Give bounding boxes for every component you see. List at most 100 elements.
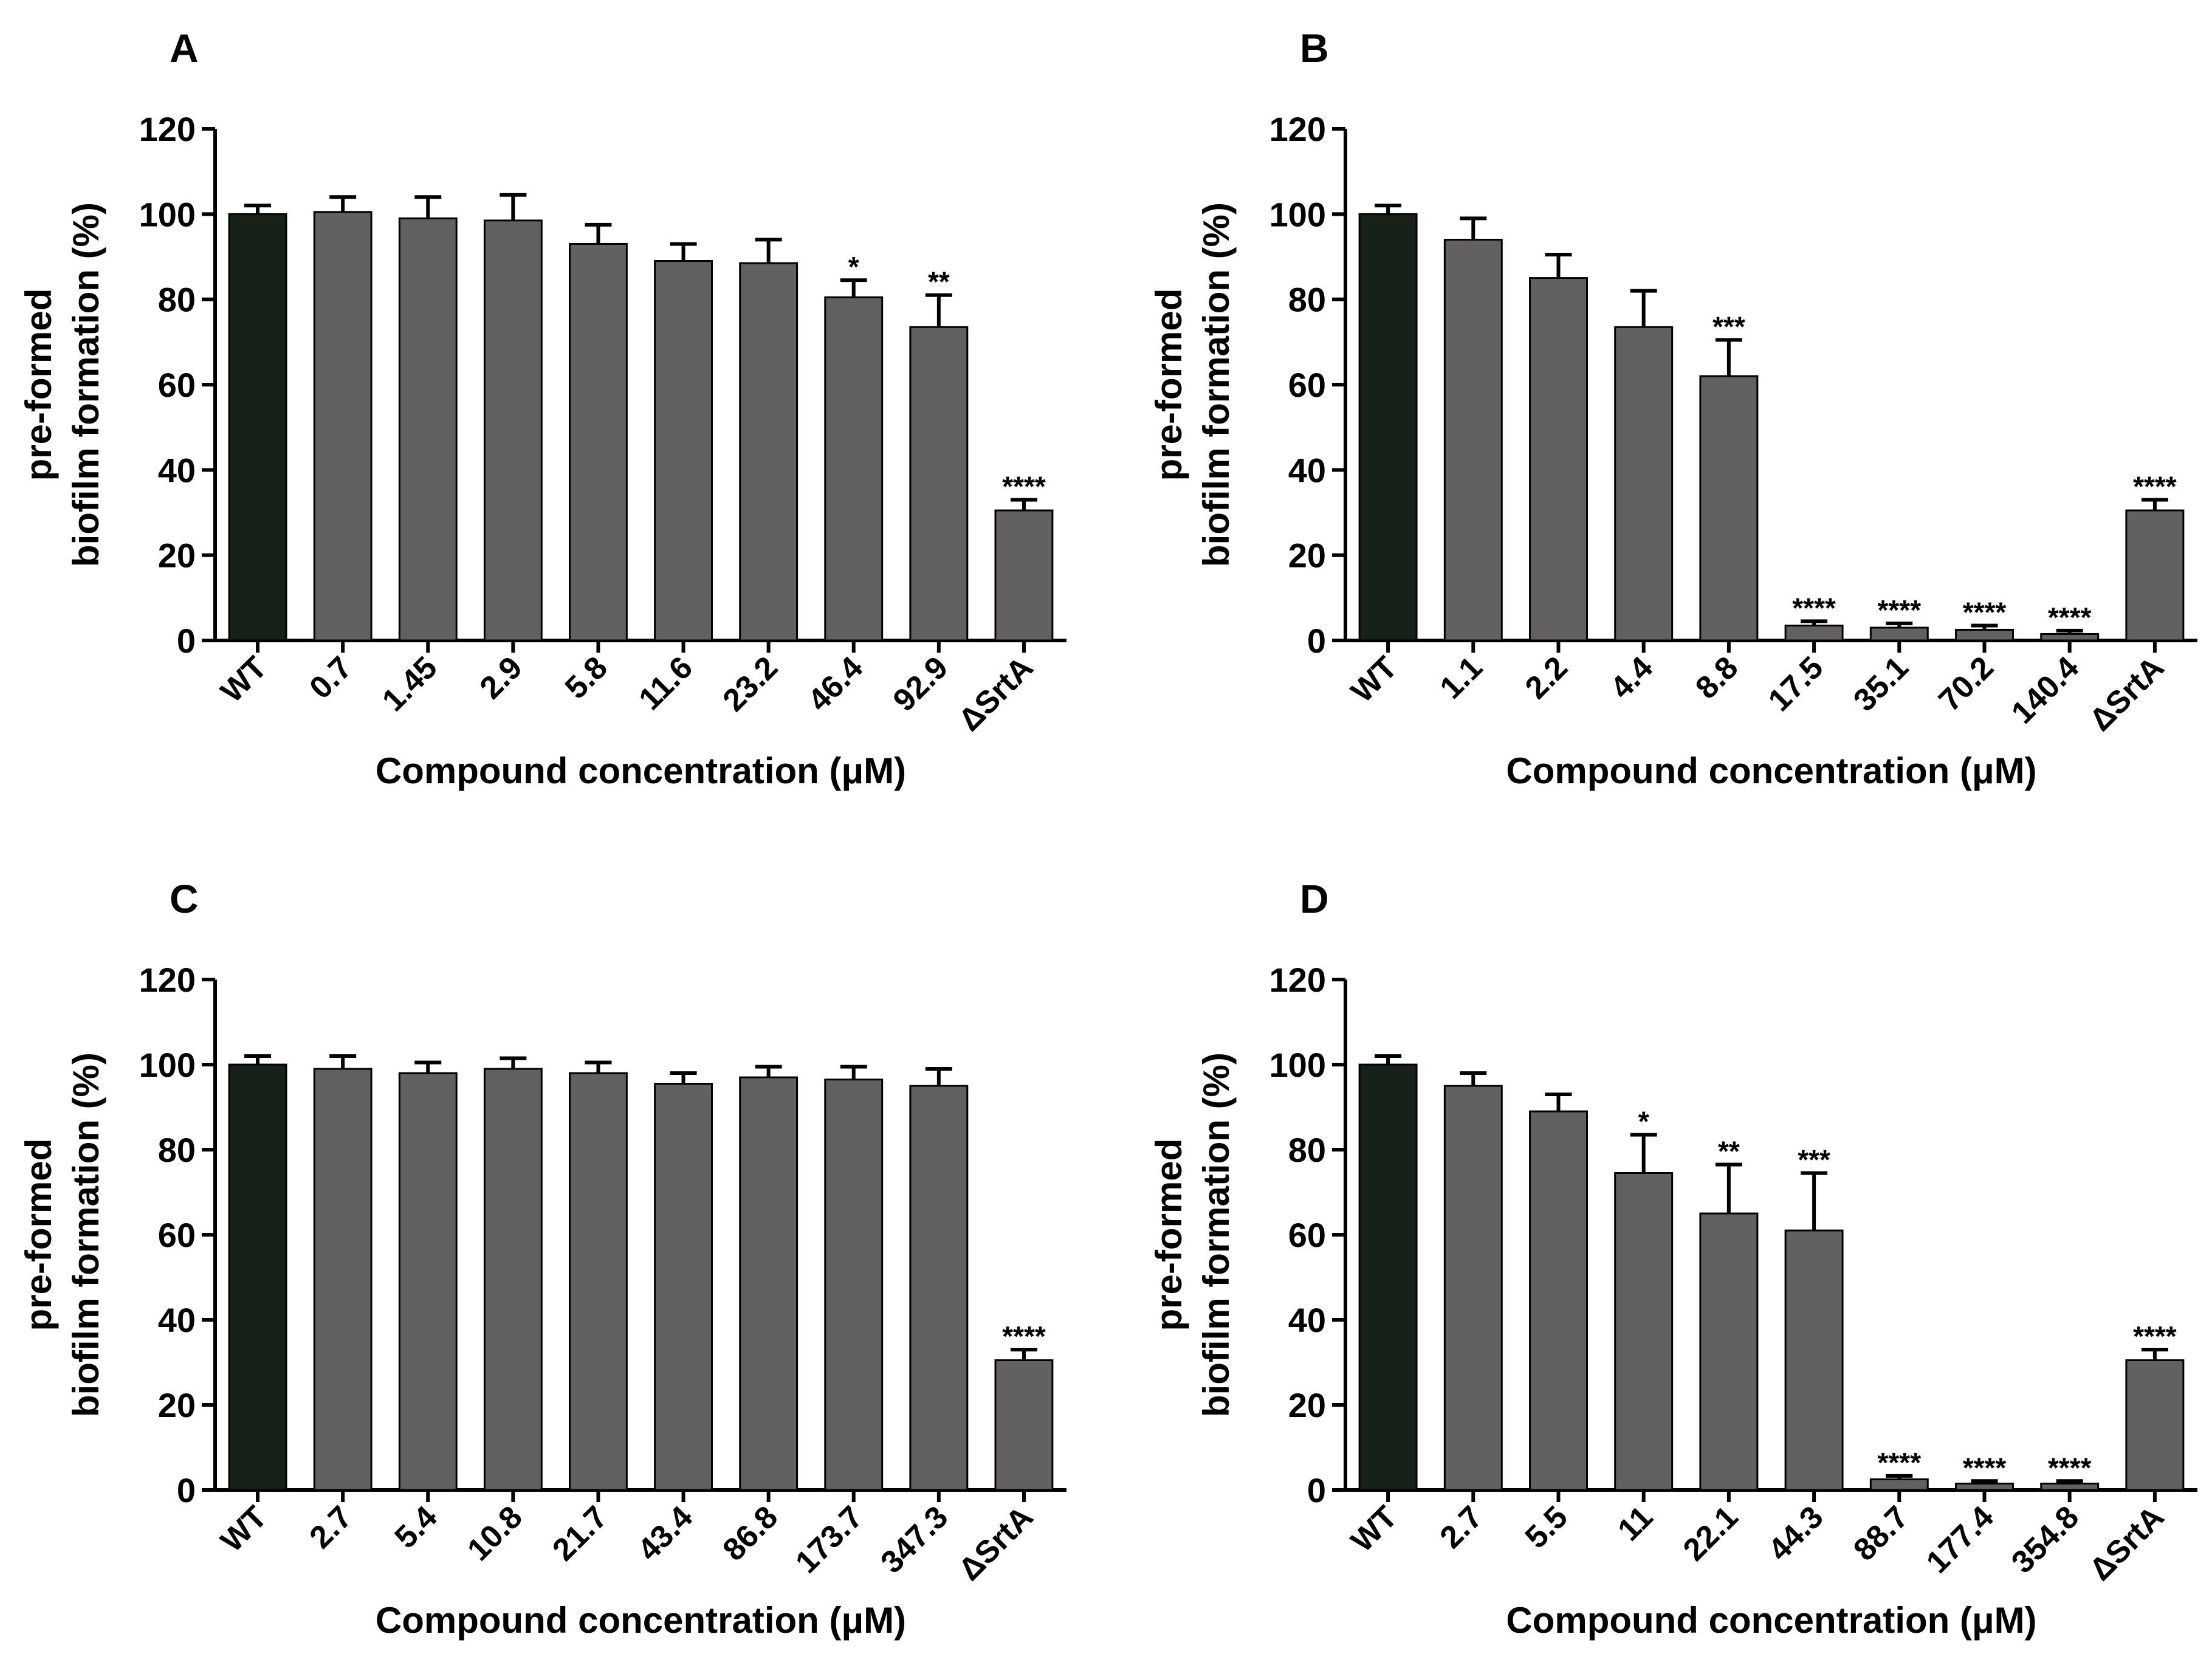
bar-a-0 xyxy=(228,213,287,642)
bar-d-4 xyxy=(1699,1212,1759,1491)
bar-d-0 xyxy=(1358,1063,1418,1491)
y-axis-title-line2: biofilm formation (%) xyxy=(66,1052,106,1417)
y-tick-label: 0 xyxy=(1307,1471,1326,1509)
bar-c-3 xyxy=(483,1068,543,1491)
y-axis-title-line1: pre-formed xyxy=(1149,1139,1189,1331)
y-tick-label: 20 xyxy=(158,537,196,575)
bar-d-6 xyxy=(1869,1478,1929,1491)
x-axis-title: Compound concentration (μM) xyxy=(1506,1600,2036,1641)
bar-c-4 xyxy=(569,1072,628,1491)
y-tick-label: 0 xyxy=(177,622,196,660)
y-tick-label: 20 xyxy=(158,1386,196,1424)
bar-b-2 xyxy=(1529,277,1588,642)
bar-b-4 xyxy=(1699,375,1759,642)
significance-label: **** xyxy=(1877,594,1921,626)
bar-b-3 xyxy=(1614,326,1674,642)
bar-b-9 xyxy=(2125,509,2185,642)
panel-letter: C xyxy=(170,876,199,921)
bar-b-8 xyxy=(2040,633,2100,642)
bar-c-5 xyxy=(654,1083,713,1491)
y-tick-label: 60 xyxy=(1288,366,1326,404)
bar-d-2 xyxy=(1529,1110,1588,1491)
bar-d-7 xyxy=(1955,1483,2014,1491)
x-axis-title: Compound concentration (μM) xyxy=(376,750,906,791)
y-tick-label: 120 xyxy=(1269,961,1326,999)
bar-b-5 xyxy=(1784,624,1844,642)
bar-c-8 xyxy=(909,1085,969,1491)
y-tick-label: 20 xyxy=(1288,537,1326,575)
bar-d-8 xyxy=(2040,1483,2100,1491)
significance-label: **** xyxy=(2133,470,2177,502)
bar-c-0 xyxy=(228,1063,287,1491)
y-tick-label: 100 xyxy=(139,195,196,233)
y-axis-title-line1: pre-formed xyxy=(18,1139,59,1331)
y-tick-label: 60 xyxy=(158,366,196,404)
significance-label: **** xyxy=(2048,1452,2092,1483)
significance-label: **** xyxy=(1792,592,1836,623)
bar-b-6 xyxy=(1869,626,1929,642)
y-axis-title-line2: biofilm formation (%) xyxy=(66,202,106,567)
panel-letter: D xyxy=(1300,876,1329,921)
y-tick-label: 40 xyxy=(158,1301,196,1339)
y-tick-label: 100 xyxy=(1269,195,1326,233)
y-tick-label: 100 xyxy=(1269,1046,1326,1084)
panel-a: A 0 20 40 60 80 100 120 pre-formed biofilm format… xyxy=(18,26,1066,791)
y-axis-title-line1: pre-formed xyxy=(1149,289,1189,481)
bar-a-2 xyxy=(398,217,458,642)
significance-label: **** xyxy=(1002,470,1046,502)
bar-a-6 xyxy=(739,262,799,642)
significance-label: **** xyxy=(1877,1447,1921,1478)
y-tick-label: 0 xyxy=(1307,622,1326,660)
y-tick-label: 120 xyxy=(1269,110,1326,148)
significance-label: **** xyxy=(1002,1320,1046,1352)
bar-c-6 xyxy=(739,1076,799,1491)
significance-label: **** xyxy=(2133,1320,2177,1352)
y-axis-title-line2: biofilm formation (%) xyxy=(1196,202,1237,567)
significance-label: * xyxy=(848,251,859,283)
significance-label: **** xyxy=(1963,1452,2007,1483)
y-tick-label: 80 xyxy=(158,281,196,319)
bar-c-9 xyxy=(994,1359,1054,1491)
y-tick-label: 40 xyxy=(158,451,196,489)
y-axis-title-line2: biofilm formation (%) xyxy=(1196,1052,1237,1417)
significance-label: *** xyxy=(1712,311,1745,342)
y-tick-label: 80 xyxy=(1288,1131,1326,1169)
x-axis-title: Compound concentration (μM) xyxy=(376,1600,906,1641)
bar-a-9 xyxy=(994,509,1054,642)
bar-c-1 xyxy=(313,1068,373,1491)
bar-c-7 xyxy=(824,1079,884,1491)
y-tick-label: 0 xyxy=(177,1471,196,1509)
panel-letter: B xyxy=(1300,26,1329,70)
y-axis-title-line1: pre-formed xyxy=(18,289,59,481)
y-tick-label: 40 xyxy=(1288,451,1326,489)
significance-label: ** xyxy=(928,266,950,298)
bar-c-2 xyxy=(398,1072,458,1491)
y-tick-label: 20 xyxy=(1288,1386,1326,1424)
significance-label: **** xyxy=(2048,602,2092,633)
bar-a-8 xyxy=(909,326,969,642)
significance-label: *** xyxy=(1798,1144,1830,1176)
panel-c: C 0 20 40 60 80 100 120 pre-formed biofilm format… xyxy=(18,876,1066,1641)
significance-label: ** xyxy=(1718,1136,1740,1167)
panel-letter: A xyxy=(170,26,199,70)
bar-d-1 xyxy=(1443,1085,1503,1491)
bar-d-3 xyxy=(1614,1172,1674,1491)
bar-a-5 xyxy=(654,260,713,642)
y-tick-label: 80 xyxy=(1288,281,1326,319)
significance-label: * xyxy=(1638,1106,1649,1138)
y-tick-label: 80 xyxy=(158,1131,196,1169)
y-tick-label: 60 xyxy=(158,1216,196,1254)
y-tick-label: 60 xyxy=(1288,1216,1326,1254)
x-axis-title: Compound concentration (μM) xyxy=(1506,750,2036,791)
bar-a-1 xyxy=(313,211,373,642)
bar-a-4 xyxy=(569,242,628,642)
y-tick-label: 40 xyxy=(1288,1301,1326,1339)
bar-a-3 xyxy=(483,219,543,642)
y-tick-label: 100 xyxy=(139,1046,196,1084)
bar-d-9 xyxy=(2125,1359,2185,1491)
y-tick-label: 120 xyxy=(139,110,196,148)
significance-label: **** xyxy=(1963,596,2007,628)
bar-b-1 xyxy=(1443,238,1503,642)
bar-a-7 xyxy=(824,296,884,642)
